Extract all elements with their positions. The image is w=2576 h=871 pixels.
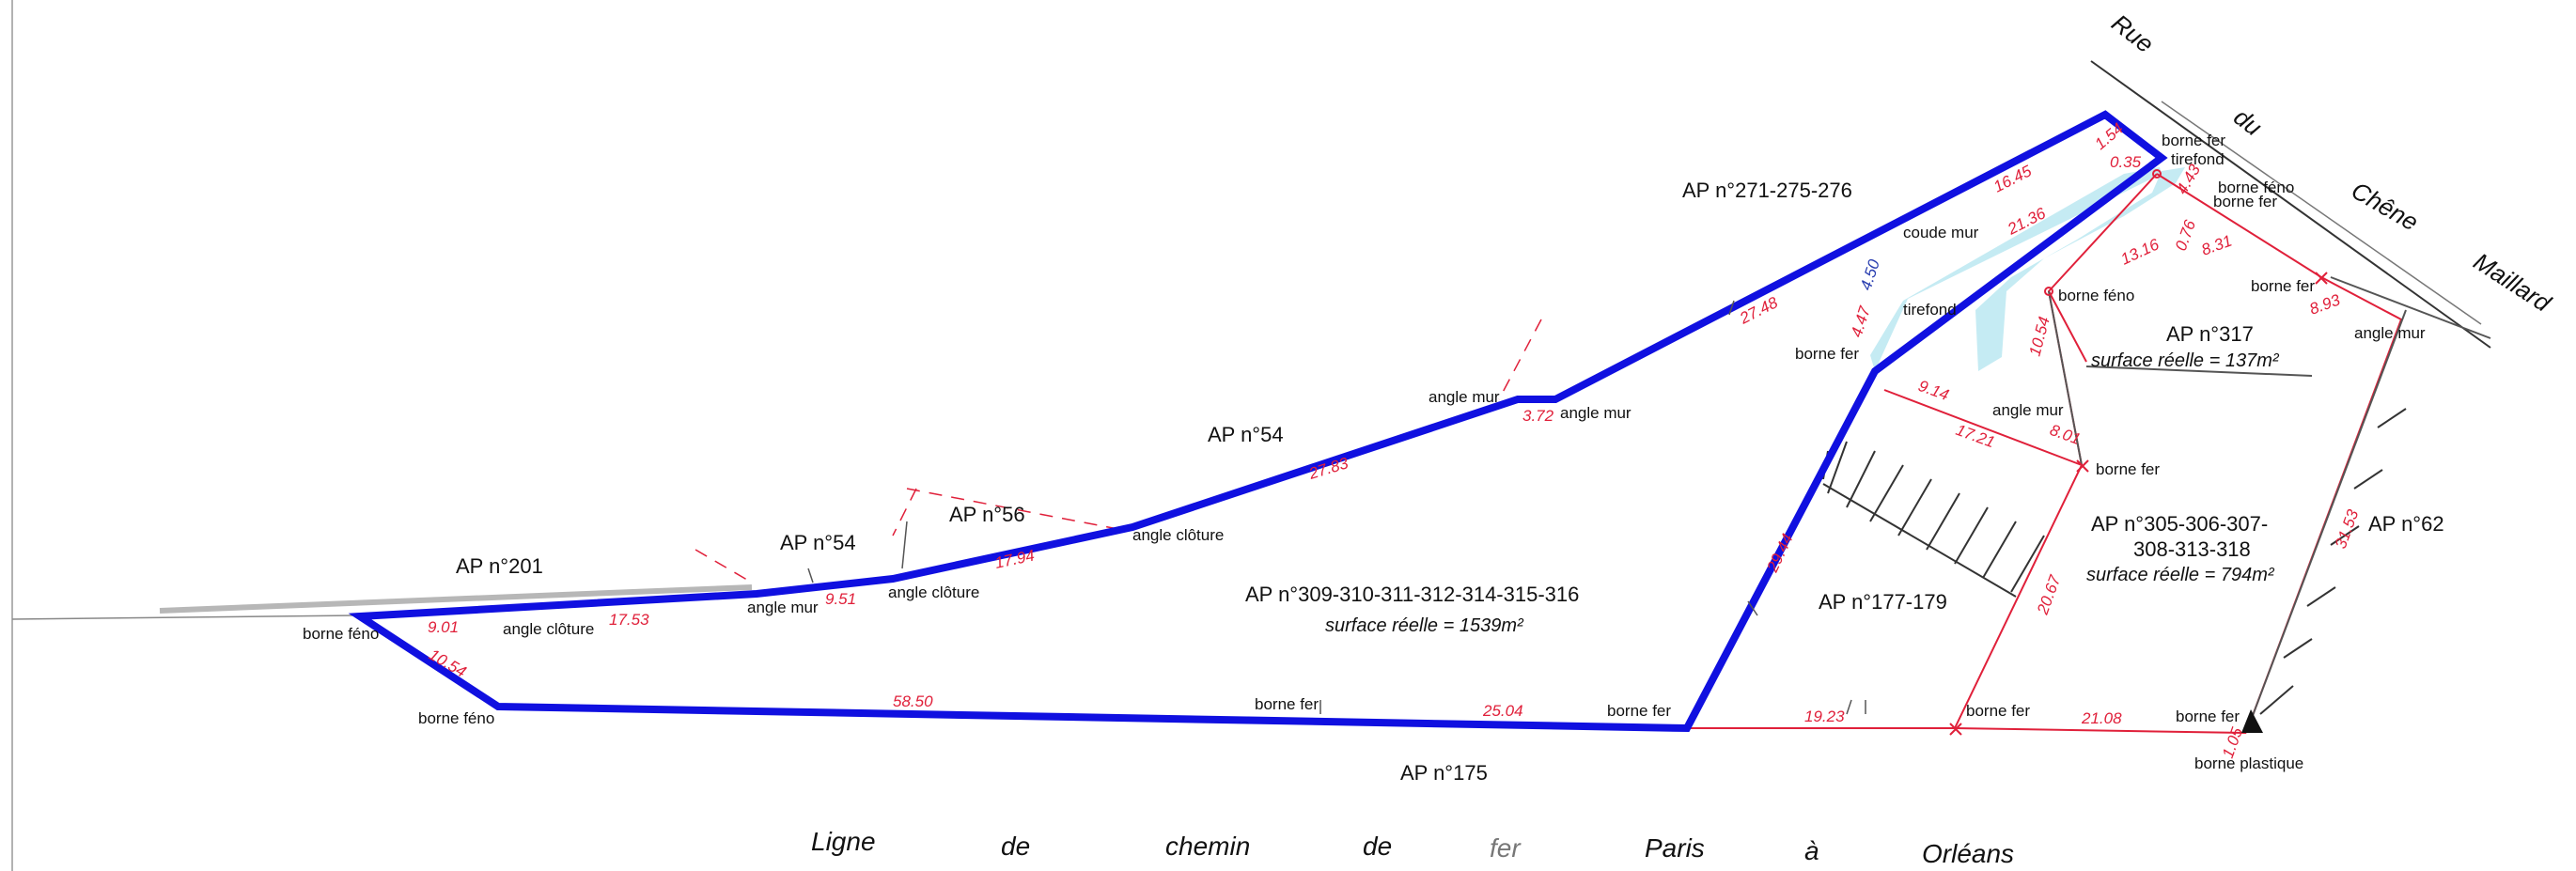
parcel-ap201: AP n°201	[456, 554, 543, 578]
dim-17-53: 17.53	[609, 611, 649, 629]
rail-word-fer: fer	[1490, 833, 1522, 863]
wall-hatching	[1822, 276, 2491, 734]
street-word-maillard: Maillard	[2469, 247, 2557, 319]
rail-word-de-1: de	[1001, 832, 1030, 861]
dim-58-50: 58.50	[893, 692, 933, 710]
dim-20-67: 20.67	[2034, 572, 2065, 617]
marker-angle-mur-3: angle mur	[1560, 404, 1631, 422]
parcel-ap317: AP n°317	[2166, 322, 2254, 346]
dim-8-31: 8.31	[2199, 232, 2235, 259]
reference-baseline	[11, 614, 358, 620]
dim-9-14: 9.14	[1916, 377, 1952, 404]
dim-3-72: 3.72	[1522, 407, 1554, 425]
marker-borne-feno-top: borne féno	[2218, 179, 2294, 196]
marker-angle-mur-right: angle mur	[2354, 324, 2426, 342]
rail-word-orleans: Orléans	[1922, 839, 2014, 868]
dim-31-53: 31.53	[2332, 506, 2363, 551]
dim-13-16: 13.16	[2118, 235, 2162, 268]
dim-0-76: 0.76	[2172, 217, 2199, 253]
dim-25-04: 25.04	[1482, 702, 1523, 720]
highlighted-strip	[1870, 167, 2162, 371]
marker-borne-fer-right: borne fer	[2096, 460, 2160, 478]
marker-borne-fer-left: borne fer	[1795, 345, 1859, 363]
marker-tirefond-mid: tirefond	[1903, 301, 1957, 319]
parcel-ap309: AP n°309-310-311-312-314-315-316	[1245, 583, 1579, 606]
dim-17-94: 17.94	[993, 546, 1037, 571]
marker-coude-mur: coude mur	[1903, 224, 1979, 241]
dim-19-23: 19.23	[1804, 708, 1845, 725]
rail-word-a: à	[1804, 836, 1819, 865]
marker-borne-feno-mid: borne féno	[2058, 287, 2134, 304]
parcel-ap56: AP n°56	[949, 503, 1025, 526]
parcel-ap305-line1: AP n°305-306-307-	[2091, 512, 2268, 536]
rail-word-ligne: Ligne	[811, 827, 876, 856]
rail-word-chemin: chemin	[1165, 832, 1250, 861]
boundary-ticks	[807, 300, 1866, 715]
dim-27-83: 27.83	[1306, 454, 1351, 483]
street-edge-1	[2090, 60, 2491, 349]
marker-angle-mur-2: angle mur	[1429, 388, 1500, 406]
parcel-ap305-surface: surface réelle = 794m²	[2086, 565, 2275, 585]
street-word-rue: Rue	[2106, 8, 2159, 58]
parcel-ap177: AP n°177-179	[1819, 590, 1947, 614]
marker-borne-feno-bottom: borne féno	[418, 709, 494, 727]
marker-borne-feno-1: borne féno	[303, 625, 379, 643]
parcel-ap175: AP n°175	[1400, 761, 1488, 785]
marker-borne-fer-bottom1: borne fer	[1255, 695, 1319, 713]
marker-borne-fer-top2: borne fer	[2213, 193, 2277, 210]
marker-borne-fer-top: borne fer	[2162, 132, 2225, 149]
parcel-ap54-mid: AP n°54	[1208, 423, 1284, 446]
dim-9-01: 9.01	[428, 618, 459, 636]
parcel-ap271: AP n°271-275-276	[1682, 179, 1852, 202]
street-edge-2	[2161, 101, 2482, 325]
marker-symbols	[1949, 169, 2328, 736]
main-parcel-boundary	[348, 110, 2168, 733]
street-word-du: du	[2228, 102, 2267, 141]
marker-angle-cloture-2: angle clôture	[888, 583, 979, 601]
marker-angle-mur-4: angle mur	[1992, 401, 2064, 419]
borne-plastique-symbol	[2241, 709, 2263, 733]
marker-borne-fer-bottom2: borne fer	[1607, 702, 1671, 720]
parcel-ap309-surface: surface réelle = 1539m²	[1325, 615, 1524, 636]
marker-angle-cloture-3: angle clôture	[1132, 526, 1224, 544]
red-boundaries	[1687, 173, 2403, 734]
dim-10-54-top: 10.54	[2026, 315, 2053, 358]
street-word-chene: Chêne	[2347, 176, 2423, 236]
dim-29-44: 29.44	[1763, 531, 1797, 575]
dim-8-01: 8.01	[2048, 421, 2084, 448]
marker-borne-fer-bottom3: borne fer	[1966, 702, 2030, 720]
marker-tirefond-top: tirefond	[2171, 150, 2225, 168]
parcel-ap305-line2: 308-313-318	[2133, 537, 2251, 561]
parcel-ap62: AP n°62	[2368, 512, 2444, 536]
rail-word-paris: Paris	[1645, 833, 1705, 863]
dim-4-47: 4.47	[1848, 303, 1874, 339]
marker-borne-fer-mid: borne fer	[2251, 277, 2315, 295]
parcel-ap54-left: AP n°54	[780, 531, 856, 554]
marker-borne-fer-bottom4: borne fer	[2176, 708, 2240, 725]
fence-line-grey	[159, 584, 753, 614]
marker-angle-mur-1: angle mur	[747, 599, 819, 616]
parcel-ap317-surface: surface réelle = 137m²	[2091, 350, 2280, 371]
rail-word-de-2: de	[1363, 832, 1392, 861]
marker-borne-plastique: borne plastique	[2194, 754, 2303, 772]
highlighted-corner	[1975, 167, 2185, 371]
dashed-extensions	[695, 319, 1542, 583]
dim-21-08: 21.08	[2081, 709, 2122, 727]
dim-9-51: 9.51	[825, 590, 856, 608]
marker-angle-cloture-1: angle clôture	[503, 620, 594, 638]
dim-4-50: 4.50	[1857, 257, 1883, 292]
dim-0-35: 0.35	[2110, 153, 2142, 171]
